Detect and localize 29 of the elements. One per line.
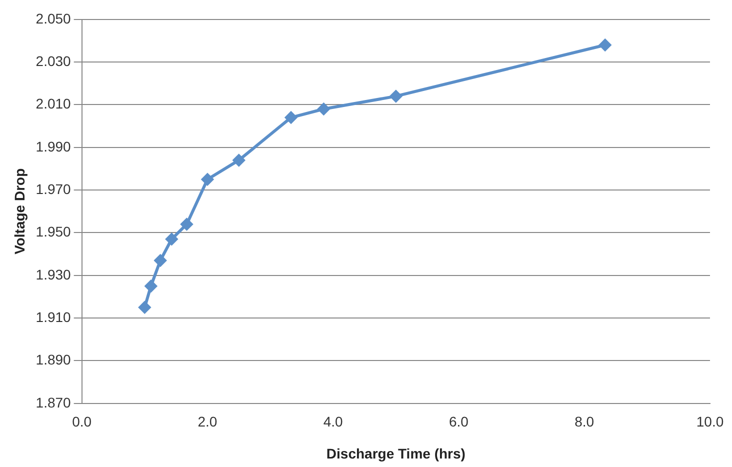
y-tick-label: 1.910 bbox=[36, 308, 72, 325]
x-tick-label: 2.0 bbox=[198, 414, 218, 430]
point bbox=[166, 233, 178, 246]
point bbox=[599, 39, 612, 51]
point bbox=[201, 173, 214, 186]
x-tick-label: 6.0 bbox=[449, 414, 469, 430]
x-tick-label: 4.0 bbox=[323, 414, 344, 430]
y-tick-label: 1.870 bbox=[36, 394, 72, 410]
x-tick-label: 8.0 bbox=[574, 414, 594, 430]
x-tick-label: 0.0 bbox=[72, 414, 92, 430]
y-tick-label: 2.030 bbox=[36, 52, 72, 69]
y-tick-label: 1.950 bbox=[36, 224, 72, 240]
y-tick-label: 1.890 bbox=[36, 352, 72, 368]
y-axis-title: Voltage Drop bbox=[11, 168, 28, 254]
y-tick-label: 2.010 bbox=[36, 96, 72, 112]
x-axis-title: Discharge Time (hrs) bbox=[326, 445, 466, 462]
y-tick-label: 1.930 bbox=[36, 266, 72, 282]
point bbox=[180, 218, 193, 230]
point bbox=[144, 280, 157, 292]
point bbox=[390, 90, 402, 102]
point bbox=[318, 103, 330, 115]
y-tick-label: 1.990 bbox=[36, 138, 72, 154]
x-tick-label: 10.0 bbox=[696, 414, 724, 430]
point bbox=[154, 254, 166, 266]
y-tick-label: 1.970 bbox=[36, 180, 72, 197]
y-tick-label: 2.050 bbox=[36, 10, 72, 26]
point bbox=[232, 154, 245, 166]
point bbox=[138, 301, 151, 314]
point bbox=[285, 112, 298, 124]
